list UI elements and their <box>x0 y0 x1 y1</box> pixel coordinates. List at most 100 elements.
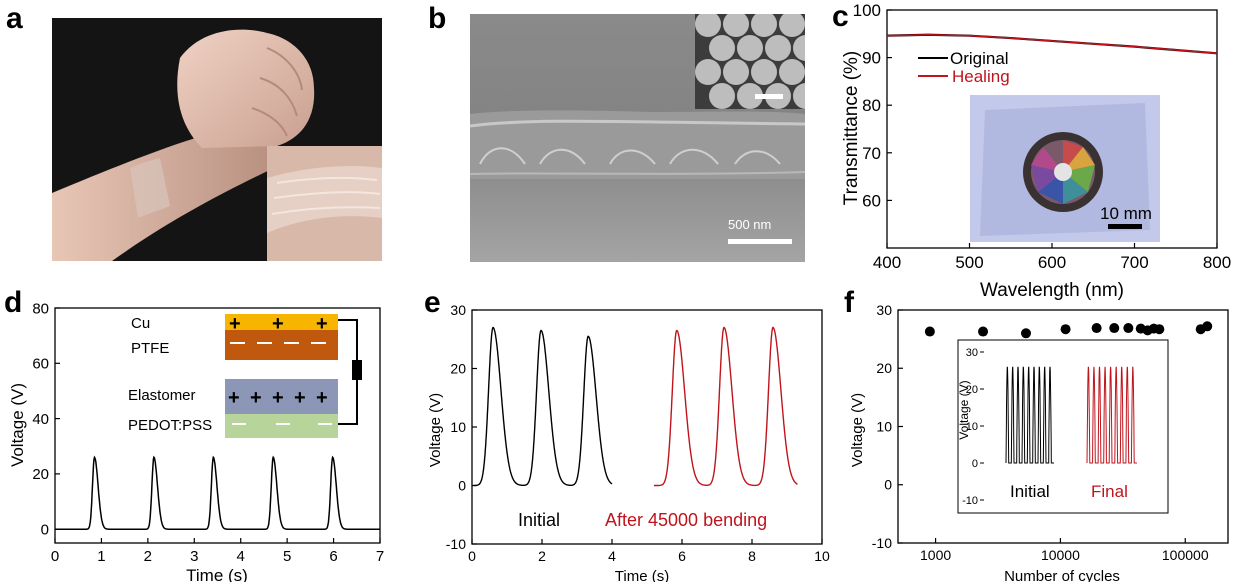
inset-y-tick-label: 30 <box>966 347 978 359</box>
x-tick-label: 4 <box>237 548 245 565</box>
cu-layer <box>225 314 338 330</box>
label-elastomer: Elastomer <box>128 387 196 404</box>
data-point <box>1154 324 1165 335</box>
y-tick-label: 80 <box>862 96 881 115</box>
panel-label-f: f <box>844 286 854 319</box>
sem-image: 500 nm <box>470 14 805 262</box>
inset-y-tick-label: 10 <box>966 421 978 433</box>
x-tick-label: 10 <box>814 548 830 564</box>
plus-icon: + <box>316 313 328 335</box>
data-point <box>924 326 935 337</box>
x-tick-label: 8 <box>748 548 756 564</box>
x-tick-label: 400 <box>873 253 901 272</box>
sem-scale-bar-label: 500 nm <box>728 217 771 232</box>
chart-c-legend: Original Healing <box>918 49 1010 86</box>
y-tick-label: 90 <box>862 49 881 68</box>
y-tick-label: 60 <box>32 356 49 373</box>
chart-f-inset-initial-label: Initial <box>1010 482 1050 501</box>
sem-scale-bar <box>728 239 792 244</box>
chart-e-after-label: After 45000 bending <box>605 510 767 530</box>
x-tick-label: 2 <box>538 548 546 564</box>
panel-label-c: c <box>832 0 849 33</box>
chart-f-inset-frame <box>957 339 1169 514</box>
y-tick-label: -10 <box>446 536 466 552</box>
chart-c-inset-scale-label: 10 mm <box>1100 204 1152 223</box>
chart-c: 10 mm 400 500 600 700 800 60 70 80 90 100 Wavelen… <box>841 1 1231 301</box>
x-tick-label: 3 <box>190 548 198 565</box>
plus-icon: + <box>272 313 284 335</box>
x-tick-label: 800 <box>1203 253 1231 272</box>
chart-f-inset-final-label: Final <box>1091 482 1128 501</box>
pedot-layer <box>225 414 338 438</box>
y-tick-label: 80 <box>32 300 49 317</box>
y-tick-label: 0 <box>884 477 892 493</box>
chart-f-ylabel: Voltage (V) <box>849 393 866 467</box>
y-tick-label: 0 <box>458 477 466 493</box>
chart-f-xlabel: Number of cycles <box>1004 568 1120 582</box>
data-point <box>978 326 989 337</box>
chart-f-inset-ylabel: Voltage (V) <box>957 380 971 439</box>
chart-d-ylabel: Voltage (V) <box>8 383 27 467</box>
inset-y-tick-label: 0 <box>972 458 978 470</box>
series-line <box>473 326 613 487</box>
plus-icon: + <box>228 387 240 409</box>
data-point <box>1091 323 1102 334</box>
wrist-photo <box>52 18 382 261</box>
chart-c-inset-scale-bar <box>1108 224 1142 229</box>
chart-c-ylabel: Transmittance (%) <box>841 51 862 206</box>
chart-e-xlabel: Time (s) <box>615 568 669 582</box>
y-tick-label: 10 <box>450 419 466 435</box>
x-tick-label: 6 <box>678 548 686 564</box>
inset-y-tick-label: -10 <box>962 495 978 507</box>
label-pedot: PEDOT:PSS <box>128 417 212 434</box>
x-tick-label: 10000 <box>1041 547 1080 563</box>
inset-trace <box>1086 366 1137 464</box>
chart-d: + + + + + + + + Cu PTFE Elastomer PEDOT:… <box>8 300 384 582</box>
data-point <box>1020 328 1031 339</box>
chart-d-frame <box>54 307 381 544</box>
y-tick-label: -10 <box>872 535 892 551</box>
voltage-trace <box>55 455 380 530</box>
data-point <box>1109 323 1120 334</box>
inset-trace <box>1005 366 1054 464</box>
data-point <box>1123 323 1134 334</box>
y-tick-label: 30 <box>876 302 892 318</box>
plus-icon: + <box>229 313 241 335</box>
chart-e-ylabel: Voltage (V) <box>427 393 444 467</box>
x-tick-label: 0 <box>468 548 476 564</box>
panel-label-b: b <box>428 2 447 35</box>
x-tick-label: 4 <box>608 548 616 564</box>
x-tick-label: 0 <box>51 548 59 565</box>
legend-original-label: Original <box>950 49 1009 68</box>
y-tick-label: 10 <box>876 418 892 434</box>
x-tick-label: 500 <box>955 253 983 272</box>
y-tick-label: 70 <box>862 144 881 163</box>
y-tick-label: 20 <box>876 360 892 376</box>
label-cu: Cu <box>131 315 150 332</box>
plus-icon: + <box>250 387 262 409</box>
x-tick-label: 1000 <box>920 547 951 563</box>
data-point <box>1202 321 1213 332</box>
chart-f: 30 20 10 0 -10 1000 10000 100000 -10 0 10 20 30 Num… <box>849 302 1229 582</box>
x-tick-label: 100000 <box>1162 547 1209 563</box>
elastomer-layer <box>225 379 338 414</box>
data-point <box>1060 324 1071 335</box>
series-line-original <box>886 33 1218 55</box>
panel-label-a: a <box>6 2 23 35</box>
plus-icon: + <box>316 387 328 409</box>
y-tick-label: 20 <box>32 466 49 483</box>
x-tick-label: 7 <box>376 548 384 565</box>
series-line-healing <box>886 33 1218 55</box>
load-resistor-icon <box>352 360 362 380</box>
x-tick-label: 700 <box>1120 253 1148 272</box>
panel-label-e: e <box>424 286 441 319</box>
label-ptfe: PTFE <box>131 340 169 357</box>
plus-icon: + <box>272 387 284 409</box>
y-tick-label: 30 <box>450 302 466 318</box>
inset-y-tick-label: 20 <box>966 384 978 396</box>
plus-icon: + <box>294 387 306 409</box>
chart-e-initial-label: Initial <box>518 510 560 530</box>
circuit-wire <box>338 319 358 425</box>
chart-c-xlabel: Wavelength (nm) <box>980 280 1124 301</box>
